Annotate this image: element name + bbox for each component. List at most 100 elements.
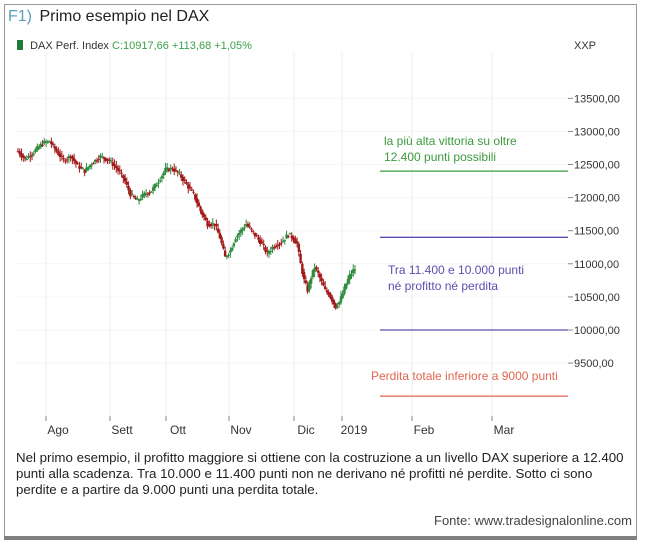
candle-body: [295, 241, 299, 244]
candle-body: [125, 181, 129, 185]
candle-body: [222, 243, 225, 249]
candle-body: [122, 175, 125, 179]
candle-body: [281, 241, 285, 243]
candle-body: [244, 224, 248, 227]
candle-body: [92, 163, 95, 165]
candle-body: [113, 164, 116, 167]
y-tick-label: 10500,00: [574, 292, 620, 304]
candle-body: [57, 151, 60, 155]
candle-body: [76, 163, 79, 165]
candle-body: [144, 193, 148, 195]
candle-body: [229, 250, 232, 253]
candle-body: [267, 252, 271, 254]
x-tick-label: Ago: [47, 423, 69, 437]
candle-body: [204, 217, 208, 221]
candle-body: [299, 253, 302, 264]
candle-body: [199, 206, 202, 212]
candle-body: [194, 194, 197, 200]
candle-body: [322, 282, 325, 286]
y-tick-label: 13000,00: [574, 126, 620, 138]
candle-body: [30, 154, 34, 156]
candle-body: [202, 214, 206, 218]
candle-body: [53, 146, 57, 149]
candle-body: [130, 193, 134, 195]
candle-body: [304, 280, 308, 284]
candle-body: [36, 146, 39, 151]
candle-body: [255, 235, 258, 237]
x-tick-label: Nov: [230, 423, 251, 437]
level-label-red: Perdita totale inferiore a 9000 punti: [371, 369, 558, 383]
candle-body: [104, 158, 107, 161]
candle-body: [318, 273, 322, 278]
candle-body: [280, 242, 283, 244]
chart-legend: DAX Perf. Index C:10917,66 +113,68 +1,05…: [17, 40, 252, 52]
x-tick-label: Sett: [111, 423, 133, 437]
candle-body: [292, 237, 295, 241]
y-tick-label: 12000,00: [574, 193, 620, 205]
candle-body: [48, 141, 51, 143]
candle-body: [78, 165, 81, 169]
candle-body: [136, 198, 139, 200]
candle-body: [237, 233, 241, 236]
candle-body: [81, 168, 85, 170]
candle-body: [181, 176, 185, 182]
candle-body: [171, 168, 174, 170]
candle-body: [250, 228, 253, 230]
candle-body: [55, 148, 58, 152]
y-tick-label: 13500,00: [574, 93, 620, 105]
candle-body: [99, 155, 102, 158]
candle-body: [287, 236, 290, 238]
candle-body: [139, 198, 143, 200]
candle-body: [29, 156, 32, 158]
candle-body: [302, 272, 306, 280]
candle-body: [309, 278, 313, 284]
candle-body: [311, 269, 315, 278]
candle-body: [88, 165, 92, 168]
candle-body: [39, 143, 43, 147]
candle-body: [16, 151, 20, 153]
candle-body: [20, 153, 23, 158]
candle-body: [155, 184, 158, 187]
candle-body: [283, 240, 286, 242]
y-tick-label: 9500,00: [574, 358, 614, 370]
candle-body: [79, 167, 83, 169]
candle-body: [248, 226, 251, 228]
candle-body: [192, 191, 195, 193]
candle-body: [348, 274, 351, 280]
candle-body: [60, 155, 64, 157]
candle-body: [264, 247, 267, 252]
candle-body: [69, 157, 72, 159]
candle-body: [213, 224, 216, 226]
candle-body: [343, 286, 346, 294]
candle-body: [218, 232, 222, 239]
candle-body: [353, 269, 357, 271]
x-tick-label: 2019: [341, 423, 368, 437]
level-label-blue: né profitto né perdita: [388, 279, 498, 293]
candle-body: [206, 220, 209, 227]
candle-body: [260, 241, 264, 243]
candle-body: [239, 229, 243, 233]
candle-body: [143, 192, 146, 196]
candle-body: [274, 246, 278, 248]
candle-body: [236, 235, 239, 238]
candle-body: [162, 172, 165, 176]
candle-body: [327, 291, 330, 296]
candle-body: [169, 167, 172, 170]
candle-body: [276, 245, 279, 247]
candle-body: [118, 170, 122, 172]
legend-name: DAX Perf. Index: [30, 40, 109, 52]
legend-quote: C:10917,66 +113,68 +1,05%: [112, 40, 252, 52]
candle-body: [62, 158, 65, 160]
candle-body: [209, 224, 213, 226]
candle-body: [127, 186, 130, 191]
candle-body: [227, 254, 230, 256]
candle-body: [18, 151, 21, 155]
candle-body: [44, 141, 48, 143]
candle-body: [325, 290, 329, 293]
source-credit: Fonte: www.tradesignalonline.com: [434, 513, 632, 528]
ticker-label: XXP: [574, 40, 597, 52]
candle-body: [188, 186, 192, 189]
candle-body: [150, 191, 153, 193]
candle-body: [85, 167, 88, 172]
